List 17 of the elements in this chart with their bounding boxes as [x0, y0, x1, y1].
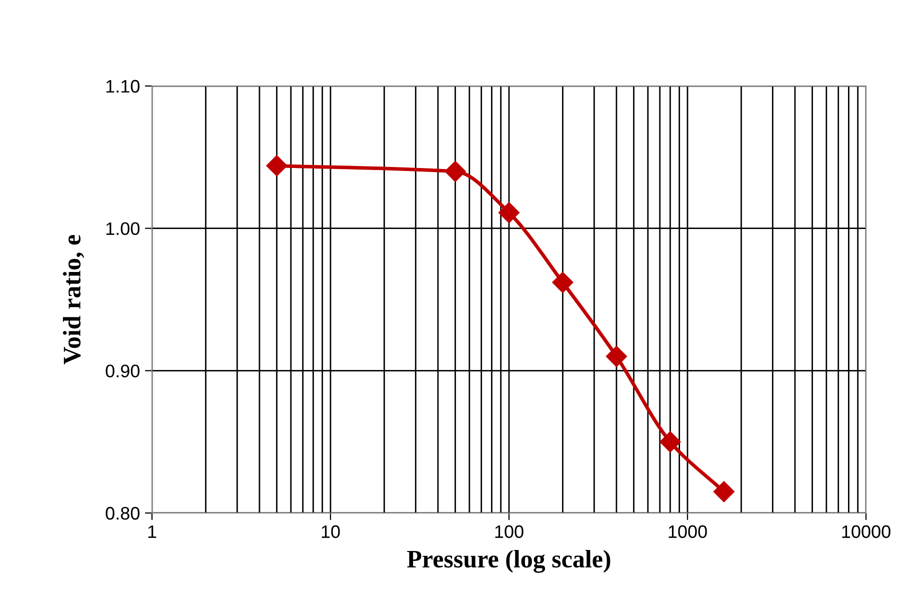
x-tick-label: 1	[148, 525, 156, 538]
x-tick-label: 100	[495, 525, 524, 538]
y-axis-title: Void ratio, e	[62, 234, 84, 364]
point	[444, 160, 466, 182]
x-axis-title: Pressure (log scale)	[407, 550, 610, 573]
point	[606, 346, 627, 367]
point	[660, 431, 681, 452]
y-tick-label: 1.10	[106, 80, 140, 93]
point	[552, 272, 574, 293]
y-tick-label: 0.90	[106, 364, 140, 378]
y-tick-label: 1.00	[106, 222, 140, 236]
x-tick-label: 10000	[842, 525, 890, 538]
point	[713, 481, 734, 502]
x-tick-label: 1000	[668, 525, 707, 538]
y-tick-label: 0.80	[106, 506, 140, 520]
point	[498, 202, 520, 224]
x-tick-label: 10	[322, 525, 340, 538]
